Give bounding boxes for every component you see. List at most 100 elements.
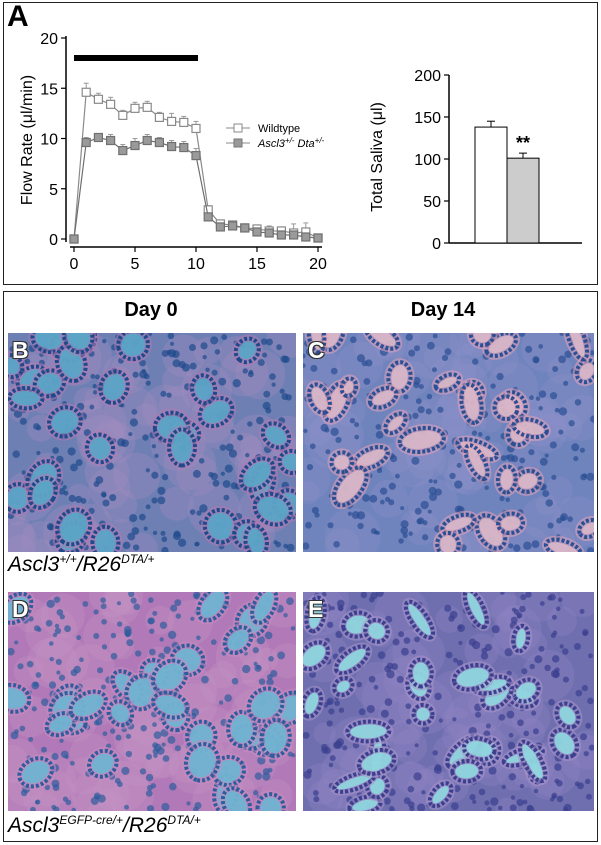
acinus-nuclei bbox=[8, 682, 32, 714]
acinus-nuclei bbox=[440, 512, 477, 536]
cell-nucleus bbox=[581, 684, 589, 692]
acinus bbox=[365, 383, 401, 412]
acinus-lumen bbox=[579, 363, 594, 380]
cell-nucleus bbox=[46, 599, 55, 609]
cell-nucleus bbox=[125, 750, 133, 758]
acinus bbox=[459, 734, 499, 764]
acinus bbox=[258, 419, 294, 452]
cell-nucleus bbox=[41, 746, 47, 753]
data-point bbox=[179, 142, 189, 153]
data-point bbox=[191, 123, 201, 134]
cell-nucleus bbox=[325, 449, 331, 455]
cell-nucleus bbox=[356, 681, 362, 688]
cell-nucleus bbox=[414, 636, 420, 643]
acinus-nuclei bbox=[222, 625, 254, 655]
acinus bbox=[8, 350, 27, 382]
cell-nucleus bbox=[153, 731, 162, 740]
cell-nucleus bbox=[34, 800, 40, 805]
cell-nucleus bbox=[508, 543, 514, 549]
acinus-lumen bbox=[225, 791, 248, 811]
cell-nucleus bbox=[558, 429, 564, 435]
cell-nucleus bbox=[8, 647, 15, 656]
acinus bbox=[509, 675, 543, 706]
acinus-lumen bbox=[438, 377, 457, 389]
data-point bbox=[118, 110, 128, 120]
cell-nucleus bbox=[167, 333, 175, 340]
acinus bbox=[241, 521, 271, 552]
cell-nucleus bbox=[31, 706, 37, 712]
stroma-patch bbox=[496, 717, 520, 741]
cell-nucleus bbox=[231, 677, 239, 685]
cell-nucleus bbox=[504, 648, 513, 657]
acinus-nuclei bbox=[190, 373, 218, 406]
cell-nucleus bbox=[505, 454, 510, 459]
cell-nucleus bbox=[444, 604, 452, 612]
cell-nucleus bbox=[140, 724, 147, 732]
stroma-patch bbox=[240, 435, 262, 458]
cell-nucleus bbox=[198, 458, 205, 464]
cell-nucleus bbox=[538, 406, 543, 411]
acinus-lumen bbox=[202, 400, 230, 424]
cell-nucleus bbox=[258, 678, 266, 685]
column-header-day14: Day 14 bbox=[410, 299, 476, 321]
cell-nucleus bbox=[431, 367, 437, 373]
cell-nucleus bbox=[17, 663, 24, 670]
cell-nucleus bbox=[89, 404, 95, 410]
cell-nucleus bbox=[19, 725, 26, 732]
stroma-patch bbox=[553, 412, 583, 442]
data-point bbox=[289, 230, 299, 240]
acinus-lumen bbox=[467, 592, 485, 625]
cell-nucleus bbox=[168, 630, 177, 640]
cell-nucleus bbox=[405, 751, 411, 756]
cell-nucleus bbox=[408, 531, 413, 536]
cell-nucleus bbox=[532, 728, 539, 735]
acinus-lumen bbox=[231, 714, 253, 744]
cell-nucleus bbox=[188, 344, 196, 352]
cell-nucleus bbox=[141, 368, 146, 374]
acinus bbox=[361, 615, 392, 646]
acinus-lumen bbox=[251, 691, 280, 719]
acinus-lumen bbox=[361, 752, 392, 771]
cell-nucleus bbox=[173, 530, 181, 538]
cell-nucleus bbox=[471, 430, 478, 436]
cell-nucleus bbox=[101, 619, 107, 625]
cell-nucleus bbox=[579, 733, 588, 741]
bar-0 bbox=[474, 126, 508, 244]
cell-nucleus bbox=[508, 773, 517, 781]
cell-nucleus bbox=[564, 350, 572, 358]
acinus-nuclei bbox=[197, 395, 235, 429]
acinus-nuclei bbox=[8, 482, 34, 514]
stroma-patch bbox=[159, 486, 194, 521]
cell-nucleus bbox=[590, 415, 594, 423]
cell-nucleus bbox=[95, 476, 104, 484]
cell-nucleus bbox=[130, 597, 137, 604]
cell-nucleus bbox=[143, 526, 148, 531]
cell-nucleus bbox=[403, 394, 409, 400]
acinus bbox=[457, 380, 486, 427]
acinus-lumen bbox=[497, 399, 515, 417]
cell-nucleus bbox=[152, 610, 158, 616]
acinus-lumen bbox=[95, 529, 116, 552]
cell-nucleus bbox=[389, 454, 398, 463]
acinus-nuclei bbox=[17, 756, 55, 789]
data-point bbox=[93, 132, 104, 143]
cell-nucleus bbox=[379, 487, 388, 495]
acinus-lumen bbox=[172, 432, 192, 463]
acinus bbox=[88, 522, 123, 552]
acinus-lumen bbox=[501, 516, 521, 531]
acinus-nuclei bbox=[462, 592, 489, 630]
cell-nucleus bbox=[356, 354, 366, 363]
acinus bbox=[354, 745, 399, 778]
stroma-patch bbox=[113, 452, 161, 500]
acinus-lumen bbox=[12, 390, 40, 406]
acinus-lumen bbox=[49, 716, 72, 733]
cell-nucleus bbox=[562, 648, 569, 655]
acinus-lumen bbox=[32, 480, 53, 505]
cell-nucleus bbox=[586, 472, 594, 481]
data-point bbox=[167, 116, 177, 127]
cell-nucleus bbox=[260, 338, 268, 345]
acinus-nuclei bbox=[306, 333, 327, 355]
micrograph-d: D bbox=[8, 592, 296, 811]
cell-nucleus bbox=[163, 646, 172, 654]
data-point bbox=[264, 228, 274, 238]
